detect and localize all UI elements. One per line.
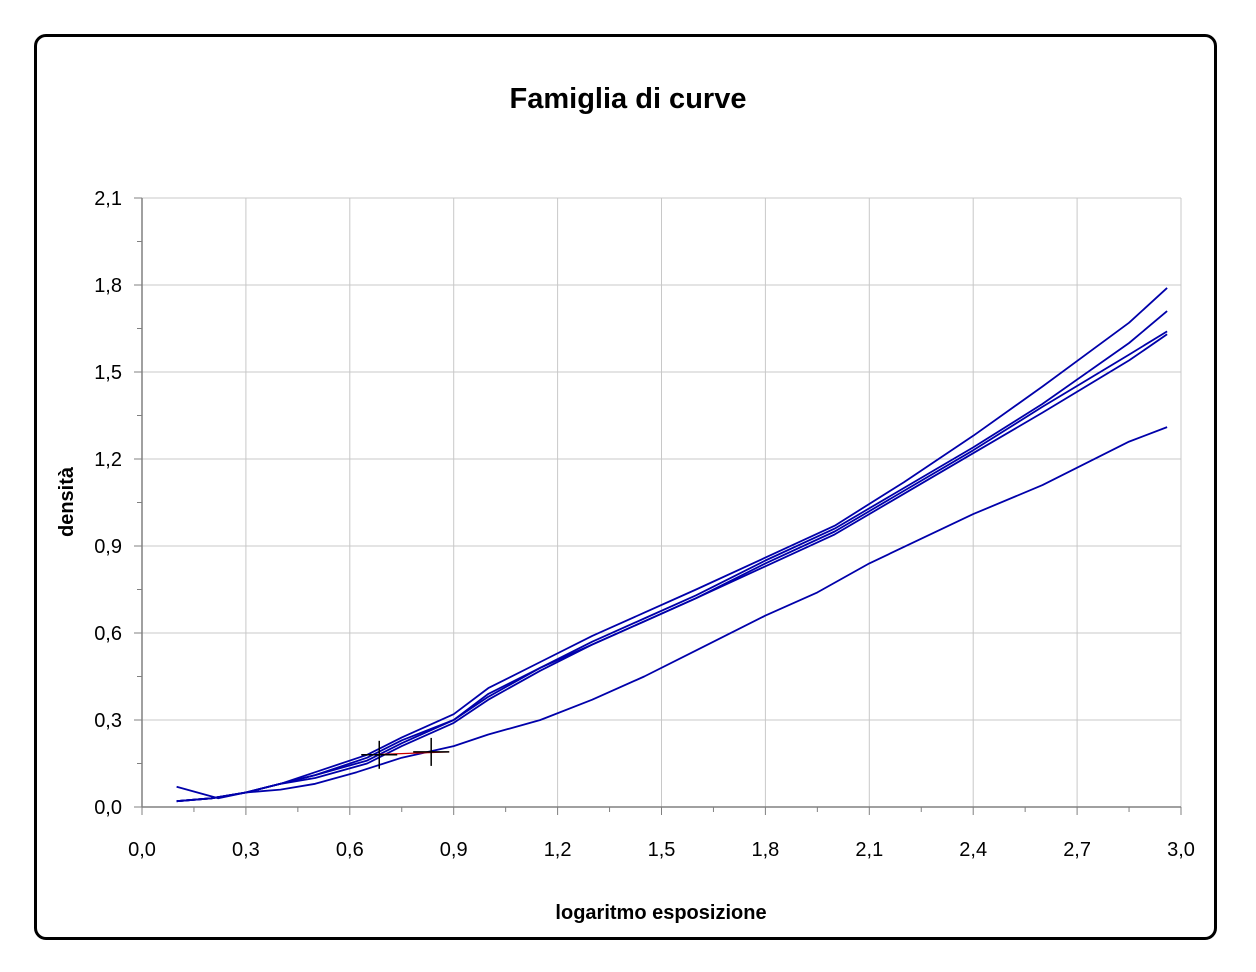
- axes: [134, 197, 1182, 815]
- x-tick-label: 0,9: [440, 839, 468, 861]
- chart-frame: [34, 34, 1217, 940]
- series-line-4: [176, 333, 1168, 803]
- grid: [142, 197, 1182, 807]
- x-tick-label: 0,6: [336, 839, 364, 861]
- x-tick-label: 0,3: [232, 839, 260, 861]
- x-tick-label: 1,2: [544, 839, 572, 861]
- series-lines: [176, 287, 1168, 803]
- markers: [361, 737, 450, 769]
- series-line-1: [176, 287, 1168, 803]
- x-tick-label: 3,0: [1167, 839, 1195, 861]
- y-tick-label: 1,5: [94, 362, 122, 384]
- series-line-2: [176, 310, 1168, 803]
- y-tick-label: 0,6: [94, 623, 122, 645]
- y-tick-label: 1,8: [94, 275, 122, 297]
- x-tick-label: 1,8: [751, 839, 779, 861]
- y-tick-label: 1,2: [94, 449, 122, 471]
- x-tick-label: 2,1: [855, 839, 883, 861]
- y-tick-labels: 0,0 0,3 0,6 0,9 1,2 1,5 1,8 2,1: [94, 188, 122, 819]
- x-tick-label: 1,5: [648, 839, 676, 861]
- y-tick-label: 0,3: [94, 710, 122, 732]
- x-tick-label: 2,4: [959, 839, 987, 861]
- series-line-5: [176, 426, 1168, 800]
- y-tick-label: 0,9: [94, 536, 122, 558]
- series-line-3: [176, 330, 1168, 803]
- y-axis-title: densità: [56, 466, 78, 537]
- y-tick-label: 0,0: [94, 797, 122, 819]
- x-tick-label: 0,0: [128, 839, 156, 861]
- chart-title: Famiglia di curve: [510, 83, 747, 115]
- x-tick-label: 2,7: [1063, 839, 1091, 861]
- x-axis-title: logaritmo esposizione: [555, 902, 766, 924]
- x-tick-labels: 0,0 0,3 0,6 0,9 1,2 1,5 1,8 2,1 2,4 2,7 3,0: [128, 839, 1195, 861]
- y-tick-label: 2,1: [94, 188, 122, 210]
